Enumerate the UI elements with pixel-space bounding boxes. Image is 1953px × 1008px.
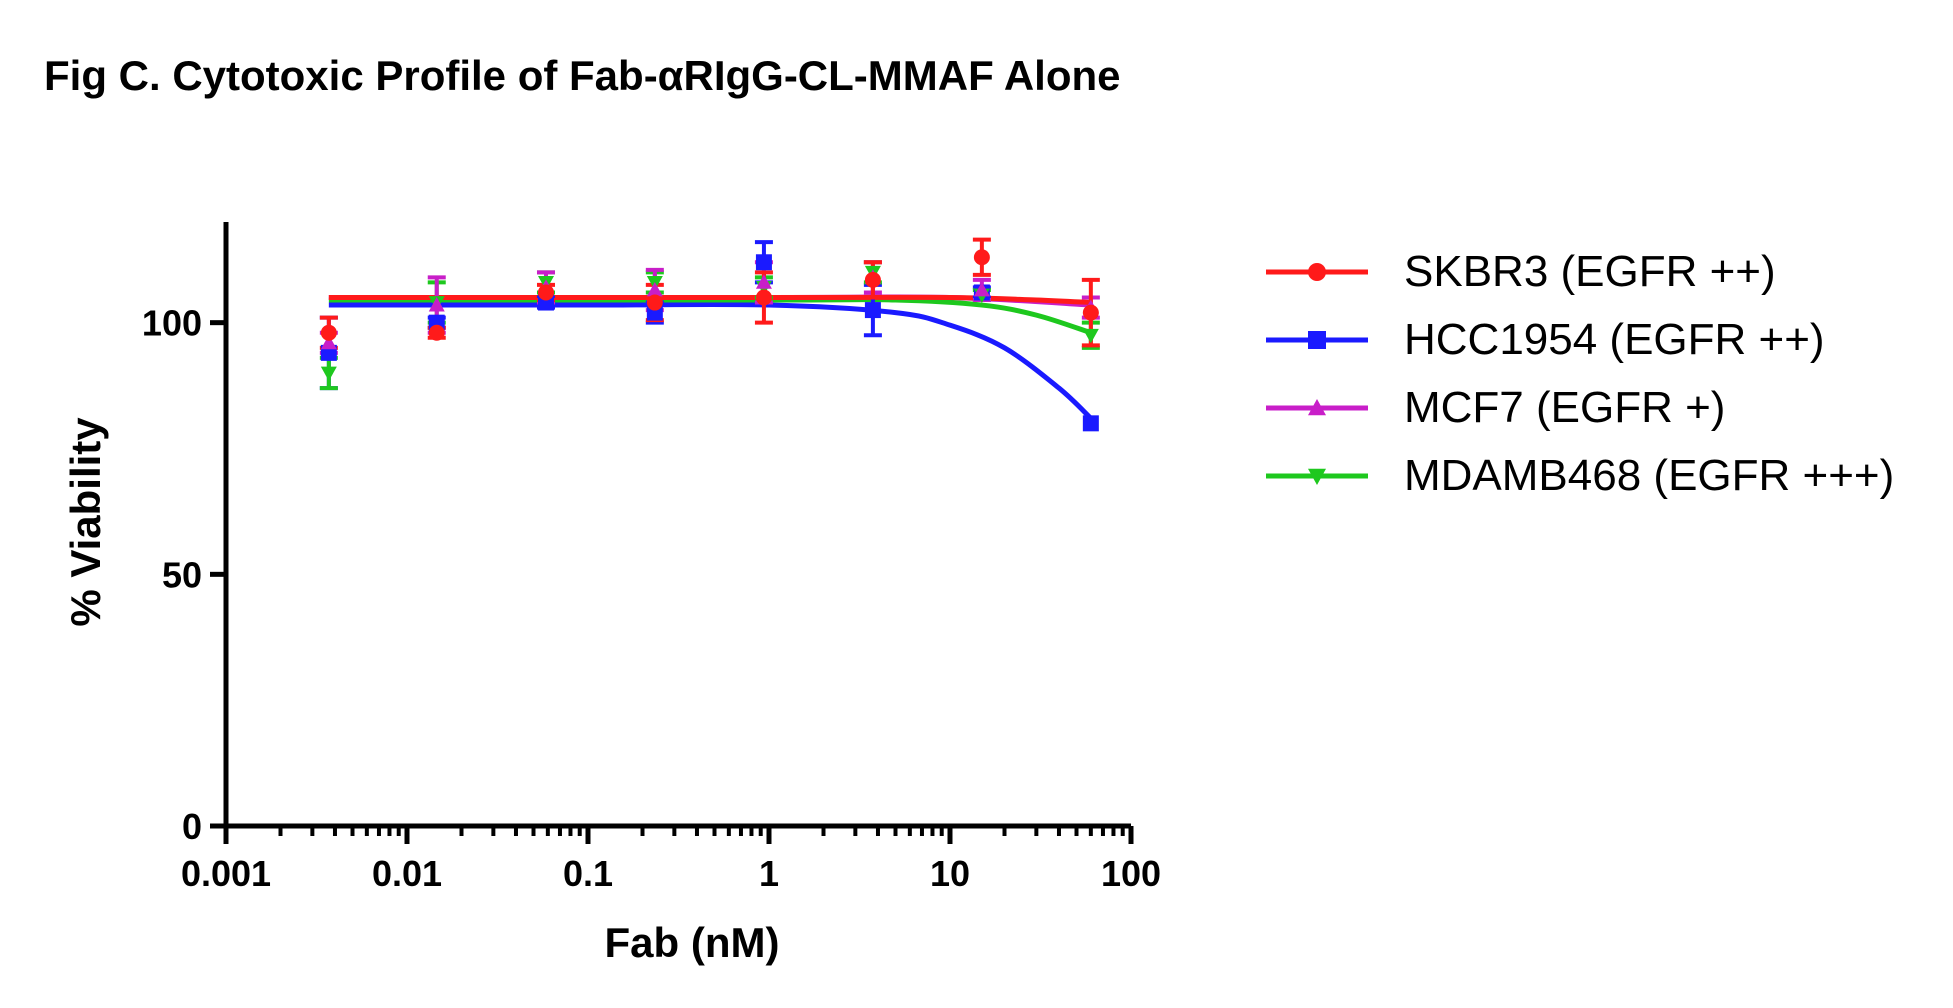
data-point [428, 324, 445, 341]
legend-item: MCF7 (EGFR +) [1262, 374, 1894, 442]
data-point [320, 366, 337, 381]
axes [210, 222, 1134, 844]
data-point [646, 281, 663, 297]
legend-marker [1308, 399, 1326, 416]
legend-marker [1308, 468, 1326, 485]
data-point [755, 254, 772, 271]
legend-marker [1308, 263, 1326, 281]
legend-swatch [1266, 399, 1368, 416]
legend-marker [1308, 331, 1326, 349]
figure-title: Fig C. Cytotoxic Profile of Fab-αRIgG-CL… [44, 52, 1121, 99]
legend-label: MCF7 (EGFR +) [1404, 383, 1726, 432]
legend-item: MDAMB468 (EGFR +++) [1262, 442, 1894, 510]
y-tick-label: 0 [182, 806, 202, 847]
legend-item: HCC1954 (EGFR ++) [1262, 306, 1894, 374]
data-point [1082, 415, 1099, 432]
legend-label: MDAMB468 (EGFR +++) [1404, 451, 1895, 500]
x-tick-label: 0.001 [181, 853, 271, 894]
data-point [1082, 328, 1099, 344]
y-tick-label: 50 [162, 554, 202, 595]
legend-swatch [1266, 331, 1368, 349]
legend: SKBR3 (EGFR ++) HCC1954 (EGFR ++) MCF7 (EG… [1262, 238, 1894, 510]
x-axis-label: Fab (nM) [605, 919, 780, 966]
legend-label: SKBR3 (EGFR ++) [1404, 247, 1776, 296]
y-axis-label: % Viability [62, 417, 109, 627]
x-tick-label: 100 [1101, 853, 1161, 894]
data-point [320, 334, 337, 350]
legend-item: SKBR3 (EGFR ++) [1262, 238, 1894, 306]
data-point [973, 249, 990, 266]
tick-labels: 0 50 100 0.001 0.01 0.1 1 10 100 [142, 303, 1161, 894]
legend-swatch [1266, 468, 1368, 485]
data-point [973, 281, 990, 297]
x-tick-label: 10 [930, 853, 970, 894]
x-tick-label: 1 [759, 853, 779, 894]
data-point [864, 271, 881, 288]
data-point [864, 302, 881, 319]
data-markers [320, 249, 1099, 432]
data-point [755, 289, 772, 306]
x-tick-label: 0.1 [563, 853, 613, 894]
data-point [646, 294, 663, 311]
data-point [320, 324, 337, 341]
y-tick-label: 100 [142, 303, 202, 344]
data-point [755, 274, 772, 289]
legend-label: HCC1954 (EGFR ++) [1404, 315, 1825, 364]
data-point [428, 297, 445, 312]
x-tick-label: 0.01 [372, 853, 442, 894]
data-point [1082, 304, 1099, 321]
legend-swatch [1266, 263, 1368, 281]
data-point [537, 284, 554, 301]
